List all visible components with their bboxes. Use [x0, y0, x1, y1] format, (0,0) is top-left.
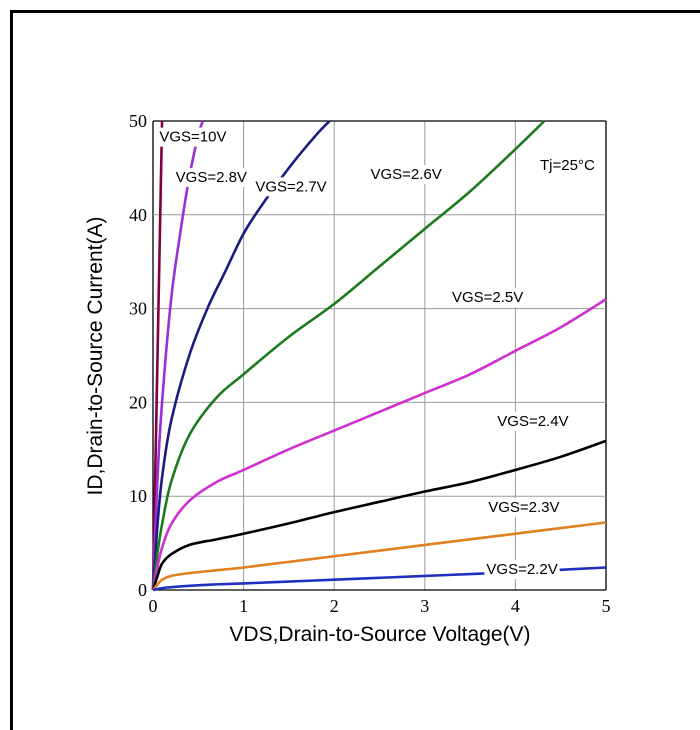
series-label: VGS=2.5V [449, 288, 526, 308]
series-label-text: VGS=10V [159, 129, 226, 146]
y-tick-label: 10 [129, 486, 147, 506]
chart: VGS=10V VGS=2.8V VGS=2.7V VGS=2.6V VGS=2.5V V… [84, 111, 611, 646]
annotation-tj: Tj=25°C [540, 157, 595, 174]
series-label-text: VGS=2.2V [486, 561, 557, 578]
series-label: VGS=10V [157, 127, 229, 147]
series-line-2 [151, 120, 331, 591]
series-label-bg [157, 127, 229, 147]
x-tick-label: 3 [420, 596, 429, 616]
y-tick-label: 40 [129, 205, 147, 225]
series-label: VGS=2.7V [253, 177, 329, 197]
series-label-bg [484, 560, 560, 580]
series-line-4 [151, 298, 607, 591]
series-line-0 [151, 120, 164, 591]
x-tick-label: 1 [239, 596, 248, 616]
y-tick-label: 30 [129, 299, 147, 319]
series-layer [151, 120, 607, 592]
series-label-bg [253, 177, 329, 197]
series-label-text: VGS=2.8V [176, 169, 247, 186]
series-label: VGS=2.4V [495, 411, 571, 431]
grid [152, 120, 607, 591]
series-label: VGS=2.2V [484, 560, 560, 580]
y-axis-label: ID,Drain-to-Source Current(A) [84, 217, 107, 496]
series-label-bg [173, 167, 249, 187]
series-label-bg [495, 411, 571, 431]
x-tick-label: 5 [602, 596, 611, 616]
series-label-text: VGS=2.5V [452, 289, 523, 306]
series-label-bg [486, 498, 562, 518]
x-tick-label: 0 [149, 596, 158, 616]
chart-frame [10, 10, 700, 730]
x-tick-label: 4 [511, 596, 520, 616]
y-tick-label: 50 [129, 111, 147, 131]
series-label-text: VGS=2.7V [255, 178, 326, 195]
series-label-text: VGS=2.4V [497, 413, 568, 430]
x-tick-label: 2 [330, 596, 339, 616]
series-line-5 [151, 439, 607, 591]
series-label: VGS=2.8V [173, 167, 249, 187]
series-labels: VGS=10V VGS=2.8V VGS=2.7V VGS=2.6V VGS=2.5V V… [157, 127, 571, 580]
series-label-text: VGS=2.6V [370, 166, 441, 183]
x-axis-label: VDS,Drain-to-Source Voltage(V) [229, 623, 530, 646]
series-label: VGS=2.3V [486, 498, 562, 518]
series-label: VGS=2.6V [368, 165, 444, 185]
series-label-bg [449, 288, 526, 308]
series-label-bg [368, 165, 444, 185]
series-label-text: VGS=2.3V [488, 499, 559, 516]
series-line-6 [151, 521, 607, 591]
y-tick-label: 20 [129, 392, 147, 412]
y-tick-label: 0 [138, 580, 147, 600]
series-line-3 [151, 120, 546, 591]
